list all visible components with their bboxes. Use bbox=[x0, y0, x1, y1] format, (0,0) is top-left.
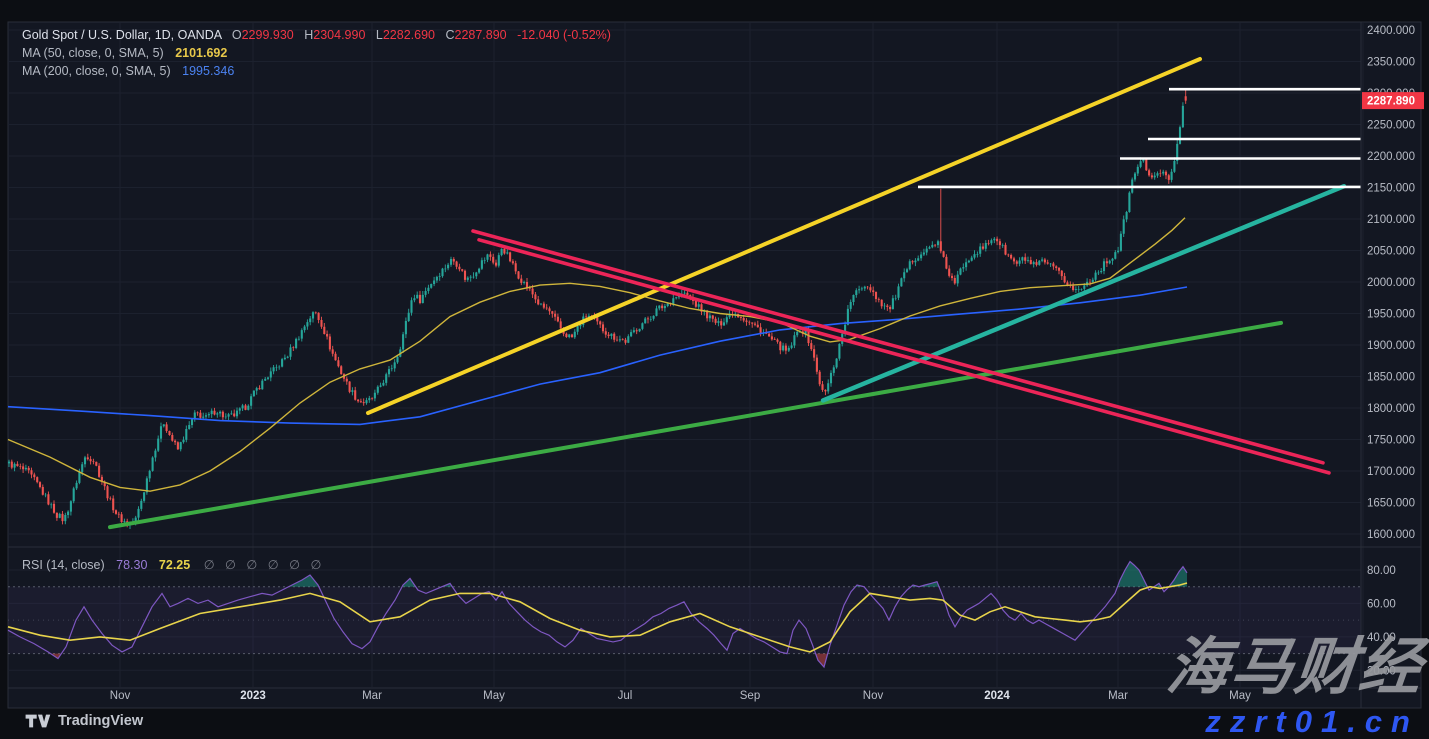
open-label: O bbox=[231, 28, 242, 42]
ma200-label: MA (200, close, 0, SMA, 5) bbox=[22, 64, 171, 78]
symbol-legend-row[interactable]: Gold Spot / U.S. Dollar, 1D, OANDA O2299… bbox=[22, 26, 611, 44]
ma50-value: 2101.692 bbox=[175, 46, 228, 60]
time-scale-label: May bbox=[1229, 690, 1251, 702]
price-pane[interactable] bbox=[8, 22, 1361, 547]
chart-frame bbox=[7, 21, 1422, 709]
watermark-url: zzrt01.cn bbox=[1205, 703, 1419, 739]
price-scale-label: 2050.000 bbox=[1367, 246, 1415, 258]
time-scale-label: Mar bbox=[362, 690, 382, 702]
ma50-label: MA (50, close, 0, SMA, 5) bbox=[22, 46, 164, 60]
price-scale-label: 1650.000 bbox=[1367, 498, 1415, 510]
rsi-scale-label: 20.00 bbox=[1367, 665, 1396, 677]
main-legend: Gold Spot / U.S. Dollar, 1D, OANDA O2299… bbox=[22, 26, 611, 80]
tradingview-brand-text: TradingView bbox=[58, 713, 144, 729]
price-scale-label: 1750.000 bbox=[1367, 435, 1415, 447]
close-label: C bbox=[445, 28, 455, 42]
price-scale-label: 2000.000 bbox=[1367, 277, 1415, 289]
close-value: 2287.890 bbox=[454, 28, 507, 42]
time-scale-label: Jul bbox=[618, 690, 633, 702]
rsi-band-lines bbox=[8, 586, 1361, 655]
price-scale[interactable]: 2400.0002350.0002300.0002250.0002200.000… bbox=[1367, 25, 1415, 677]
time-scale-label: Mar bbox=[1108, 690, 1128, 702]
rsi-value: 78.30 bbox=[116, 558, 148, 572]
time-scale-label: May bbox=[483, 690, 505, 702]
symbol-title: Gold Spot / U.S. Dollar, 1D, OANDA bbox=[22, 28, 222, 42]
ma200-legend-row[interactable]: MA (200, close, 0, SMA, 5) 1995.346 bbox=[22, 62, 611, 80]
ma50-legend-row[interactable]: MA (50, close, 0, SMA, 5) 2101.692 bbox=[22, 44, 611, 62]
trendline-teal-ascending[interactable] bbox=[820, 183, 1347, 403]
low-label: L bbox=[375, 28, 383, 42]
time-scale-label: 2023 bbox=[240, 690, 266, 702]
time-scale[interactable]: Nov 2023 Mar May Jul Sep Nov 2024 Mar May bbox=[110, 690, 1251, 702]
trendline-yellow-ascending[interactable] bbox=[366, 57, 1202, 415]
trendline-green-ascending[interactable] bbox=[108, 320, 1283, 530]
rsi-null-params: ∅ ∅ ∅ ∅ ∅ ∅ bbox=[203, 558, 322, 572]
price-scale-label: 1950.000 bbox=[1367, 309, 1415, 321]
time-scale-label: 2024 bbox=[984, 690, 1010, 702]
svg-text:2287.890: 2287.890 bbox=[1367, 96, 1415, 108]
low-value: 2282.690 bbox=[382, 28, 435, 42]
rsi-band-fill bbox=[8, 586, 1361, 654]
open-value: 2299.930 bbox=[241, 28, 294, 42]
high-label: H bbox=[304, 28, 314, 42]
gridlines bbox=[8, 23, 1364, 687]
price-scale-label: 1600.000 bbox=[1367, 529, 1415, 541]
ma200-line[interactable] bbox=[7, 286, 1188, 426]
time-scale-label: Nov bbox=[110, 690, 131, 702]
price-scale-label: 2250.000 bbox=[1367, 120, 1415, 132]
price-scale-label: 1800.000 bbox=[1367, 403, 1415, 415]
rsi-ma-value: 72.25 bbox=[158, 558, 191, 572]
rsi-ma-line[interactable] bbox=[7, 582, 1188, 653]
price-scale-label: 2100.000 bbox=[1367, 214, 1415, 226]
price-scale-label: 1700.000 bbox=[1367, 466, 1415, 478]
rsi-scale-label: 60.00 bbox=[1367, 598, 1396, 610]
rsi-scale-label: 80.00 bbox=[1367, 565, 1396, 577]
price-scale-label: 2350.000 bbox=[1367, 57, 1415, 69]
high-value: 2304.990 bbox=[313, 28, 366, 42]
tradingview-logo-icon bbox=[25, 714, 51, 728]
ma200-value: 1995.346 bbox=[182, 64, 235, 78]
time-scale-label: Nov bbox=[863, 690, 884, 702]
pane-separators[interactable] bbox=[8, 22, 1421, 708]
last-price-badge: 2287.890 bbox=[1362, 92, 1424, 110]
price-scale-label: 2400.000 bbox=[1367, 25, 1415, 37]
price-scale-label: 2200.000 bbox=[1367, 151, 1415, 163]
rsi-line[interactable] bbox=[7, 560, 1188, 669]
rsi-label: RSI (14, close) bbox=[22, 558, 105, 572]
price-scale-label: 1900.000 bbox=[1367, 340, 1415, 352]
rsi-legend[interactable]: RSI (14, close) 78.30 72.25 ∅ ∅ ∅ ∅ ∅ ∅ bbox=[22, 557, 321, 572]
price-scale-label: 1850.000 bbox=[1367, 372, 1415, 384]
time-scale-label: Sep bbox=[740, 690, 760, 702]
trendline-pink-descending-upper[interactable] bbox=[471, 229, 1325, 465]
tradingview-footer[interactable]: TradingView bbox=[24, 711, 143, 731]
change-value: -12.040 (-0.52%) bbox=[517, 28, 611, 42]
candle-bodies-up bbox=[7, 105, 1184, 526]
price-scale-label: 2150.000 bbox=[1367, 183, 1415, 195]
rsi-scale-label: 40.00 bbox=[1367, 632, 1396, 644]
trendline-pink-descending-lower[interactable] bbox=[477, 238, 1331, 475]
watermark-cjk: 海马财经 bbox=[1163, 633, 1427, 702]
